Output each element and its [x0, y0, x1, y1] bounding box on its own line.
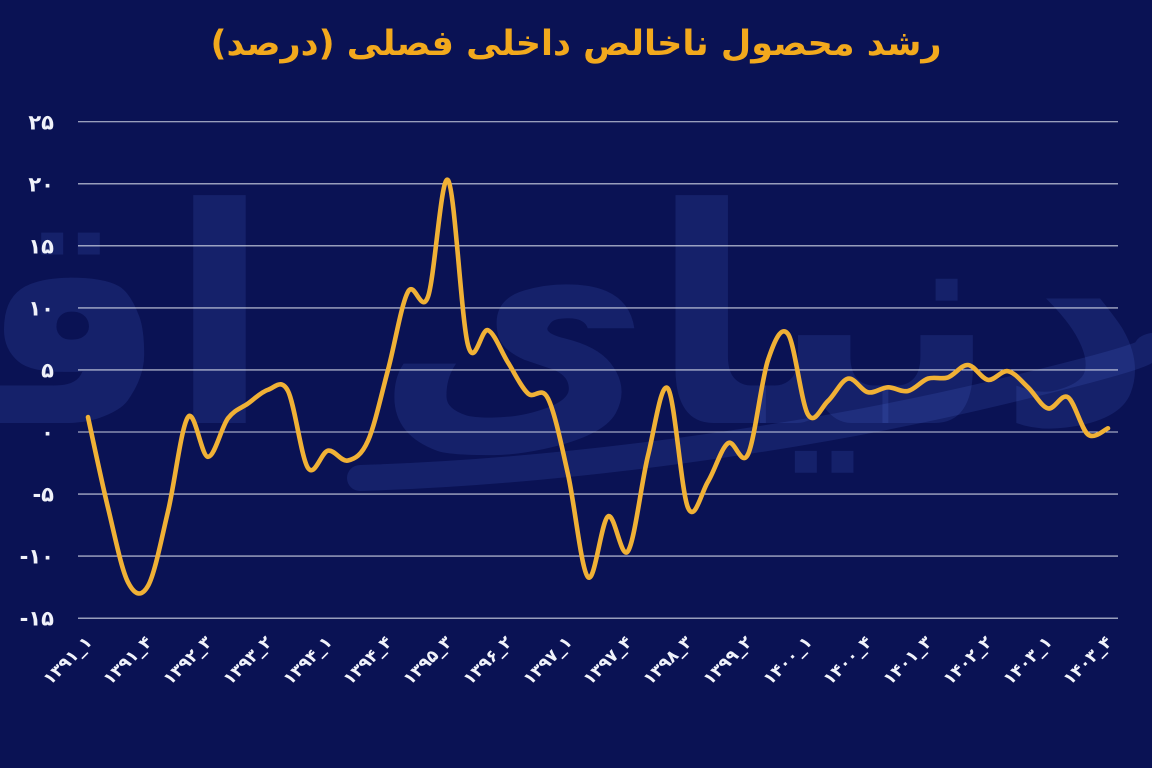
y-tick-label: -۵	[32, 483, 54, 507]
y-tick-label: ۱۰	[28, 296, 54, 320]
x-tick-label: ۱۳۹۷_۱	[520, 632, 577, 689]
chart-title: رشد محصول ناخالص داخلی فصلی (درصد)	[210, 24, 942, 64]
x-tick-label: ۱۳۹۴_۱	[280, 632, 337, 689]
x-tick-label: ۱۳۹۹_۲	[700, 632, 757, 689]
x-tick-label: ۱۴۰۳_۱	[1000, 632, 1057, 689]
x-tick-label: ۱۴۰۰_۱	[760, 632, 817, 689]
y-tick-label: ۰	[41, 421, 54, 445]
y-tick-label: ۵	[41, 358, 54, 382]
x-tick-label: ۱۳۹۴_۴	[340, 632, 397, 689]
x-tick-label: ۱۳۹۸_۳	[640, 632, 697, 689]
x-tick-label: ۱۳۹۱_۴	[100, 632, 157, 689]
x-tick-label: ۱۳۹۲_۳	[160, 632, 217, 689]
x-tick-label: ۱۳۹۶_۲	[460, 632, 517, 689]
y-tick-label: -۱۰	[20, 545, 54, 569]
y-tick-label: -۱۵	[20, 607, 55, 631]
x-tick-label: ۱۴۰۳_۴	[1060, 632, 1117, 689]
y-tick-label: ۲۵	[28, 110, 54, 134]
y-tick-label: ۱۵	[28, 234, 54, 258]
x-tick-label: ۱۴۰۲_۲	[940, 632, 997, 689]
x-tick-label: ۱۴۰۱_۳	[880, 632, 937, 689]
x-tick-label: ۱۳۹۷_۴	[580, 632, 637, 689]
x-tick-label: ۱۴۰۰_۴	[820, 632, 877, 689]
x-tick-label: ۱۳۹۳_۲	[220, 632, 277, 689]
y-tick-label: ۲۰	[28, 172, 54, 196]
x-tick-label: ۱۳۹۱_۱	[40, 632, 97, 689]
gdp-growth-line	[85, 177, 1111, 596]
watermark-swash	[347, 333, 1152, 491]
x-tick-label: ۱۳۹۵_۳	[400, 632, 457, 689]
